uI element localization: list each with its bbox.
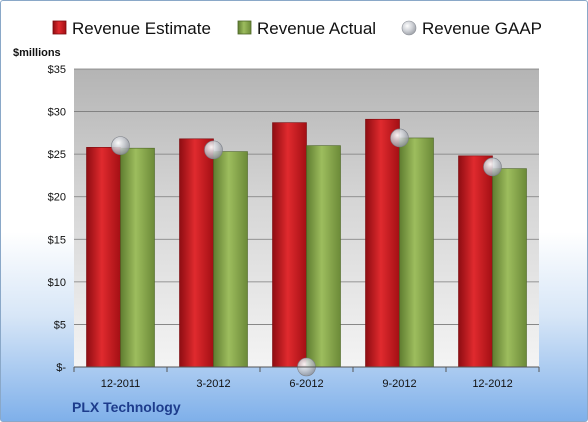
y-tick-label: $15 — [48, 234, 66, 246]
legend-label-gaap: Revenue GAAP — [422, 19, 542, 38]
marker-revenue-gaap — [390, 128, 409, 148]
gaap-markers — [111, 128, 502, 377]
legend: Revenue Estimate Revenue Actual Revenue … — [52, 19, 542, 38]
bar-revenue-actual — [120, 147, 155, 368]
legend-label-actual: Revenue Actual — [257, 19, 376, 38]
x-tick-label: 12-2011 — [101, 378, 141, 390]
y-axis-unit-label: $millions — [13, 47, 61, 59]
y-tick-label: $20 — [48, 192, 66, 204]
y-axis-ticks: $- $5 $10 $15 $20 $25 $30 $35 — [48, 64, 67, 374]
legend-swatch-estimate — [52, 20, 67, 35]
bar-revenue-actual — [306, 145, 341, 368]
x-tick-label: 12-2012 — [472, 378, 512, 390]
legend-label-estimate: Revenue Estimate — [72, 19, 211, 38]
marker-revenue-gaap — [111, 136, 130, 155]
y-tick-label: $25 — [48, 149, 66, 161]
company-label: PLX Technology — [72, 399, 181, 415]
bars — [86, 118, 527, 368]
marker-revenue-gaap — [483, 157, 502, 177]
x-axis-ticks: 12-2011 3-2012 6-2012 9-2012 12-2012 — [73, 367, 540, 390]
legend-swatch-actual — [237, 20, 252, 35]
bar-revenue-estimate — [179, 138, 214, 368]
bar-revenue-estimate — [458, 155, 493, 368]
legend-item-estimate: Revenue Estimate — [52, 19, 211, 38]
y-tick-label: $5 — [54, 319, 66, 331]
bar-revenue-actual — [399, 137, 434, 368]
marker-revenue-gaap — [204, 140, 223, 160]
legend-swatch-gaap — [401, 20, 417, 36]
bar-revenue-estimate — [272, 122, 307, 368]
y-tick-label: $10 — [48, 277, 66, 289]
x-tick-label: 3-2012 — [196, 378, 230, 390]
y-tick-label: $30 — [48, 107, 66, 119]
y-tick-label: $- — [56, 362, 66, 374]
x-tick-label: 9-2012 — [382, 378, 416, 390]
y-tick-label: $35 — [48, 64, 66, 76]
bar-revenue-actual — [492, 168, 527, 368]
bar-revenue-estimate — [86, 147, 121, 368]
x-tick-label: 6-2012 — [289, 378, 323, 390]
legend-item-gaap: Revenue GAAP — [401, 19, 542, 38]
bar-revenue-estimate — [365, 118, 400, 368]
bar-revenue-actual — [213, 151, 248, 368]
legend-item-actual: Revenue Actual — [237, 19, 376, 38]
